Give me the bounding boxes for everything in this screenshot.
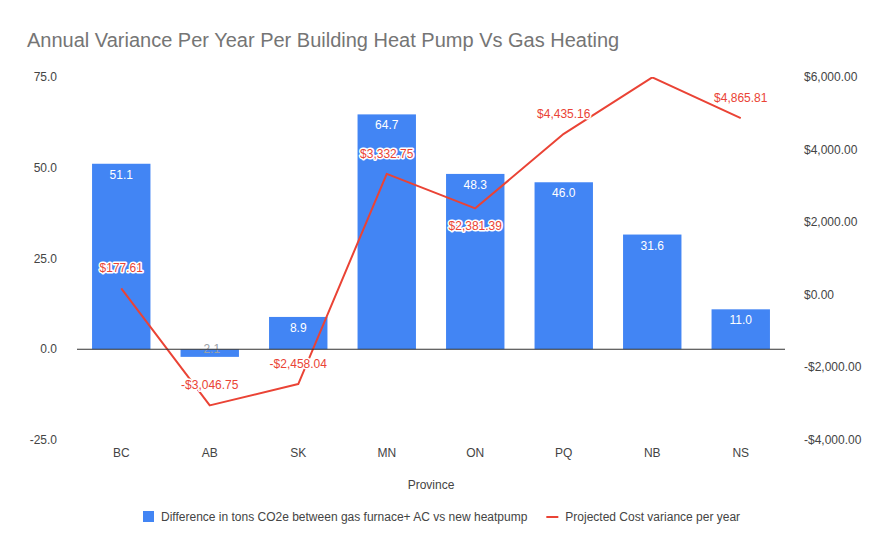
bar bbox=[712, 309, 770, 349]
line-data-label: $177.61 bbox=[100, 261, 144, 275]
y2-tick-label: $0.00 bbox=[804, 288, 834, 302]
x-tick-label: PQ bbox=[555, 446, 572, 460]
line-data-label: $4,865.81 bbox=[714, 91, 768, 105]
y2-tick-label: $4,000.00 bbox=[804, 143, 858, 157]
bar-data-label: 64.7 bbox=[375, 118, 399, 132]
x-tick-label: SK bbox=[290, 446, 306, 460]
bar bbox=[623, 235, 681, 350]
y-tick-label: 25.0 bbox=[34, 252, 58, 266]
bar bbox=[358, 114, 416, 349]
legend-label: Difference in tons CO2e between gas furn… bbox=[161, 510, 528, 524]
bar-data-label: 51.1 bbox=[110, 168, 134, 182]
bar-data-label: 11.0 bbox=[730, 313, 753, 327]
line-data-label: $3,332.75 bbox=[360, 147, 414, 161]
y-tick-label: -25.0 bbox=[30, 433, 58, 447]
x-tick-label: ON bbox=[466, 446, 484, 460]
plot-area bbox=[92, 77, 770, 405]
x-tick-label: BC bbox=[113, 446, 130, 460]
line-data-label: $2,381.39 bbox=[449, 219, 503, 233]
x-tick-label: AB bbox=[202, 446, 218, 460]
bar-data-label: 31.6 bbox=[641, 239, 665, 253]
y2-tick-label: $6,000.00 bbox=[804, 70, 858, 84]
chart: Annual Variance Per Year Per Building He… bbox=[0, 0, 893, 552]
legend: Difference in tons CO2e between gas furn… bbox=[143, 510, 740, 524]
x-tick-label: NB bbox=[644, 446, 661, 460]
line-data-label: $4,435.16 bbox=[537, 107, 591, 121]
bar-data-label: 48.3 bbox=[464, 178, 488, 192]
bar bbox=[535, 182, 593, 349]
line bbox=[121, 77, 741, 405]
line-data-label: -$2,458.04 bbox=[270, 357, 328, 371]
bar-data-label: 8.9 bbox=[290, 321, 307, 335]
legend-label: Projected Cost variance per year bbox=[565, 510, 740, 524]
line-data-label: -$3,046.75 bbox=[181, 378, 239, 392]
title: Annual Variance Per Year Per Building He… bbox=[27, 29, 619, 51]
y-tick-label: 0.0 bbox=[40, 342, 57, 356]
y-tick-label: 50.0 bbox=[34, 161, 58, 175]
bar-data-label: 46.0 bbox=[552, 186, 576, 200]
zero-line bbox=[77, 349, 785, 350]
legend-swatch bbox=[546, 516, 558, 518]
legend-swatch bbox=[143, 511, 154, 522]
x-tick-label: MN bbox=[377, 446, 396, 460]
bar bbox=[92, 164, 150, 349]
y2-tick-label: -$2,000.00 bbox=[804, 360, 862, 374]
y2-tick-label: -$4,000.00 bbox=[804, 433, 862, 447]
data-labels: 51.1-2.18.964.748.346.031.611.0$177.61-$… bbox=[100, 91, 768, 392]
y-tick-label: 75.0 bbox=[34, 70, 58, 84]
x-axis-title: Province bbox=[408, 478, 455, 492]
y2-tick-label: $2,000.00 bbox=[804, 215, 858, 229]
x-tick-label: NS bbox=[732, 446, 749, 460]
